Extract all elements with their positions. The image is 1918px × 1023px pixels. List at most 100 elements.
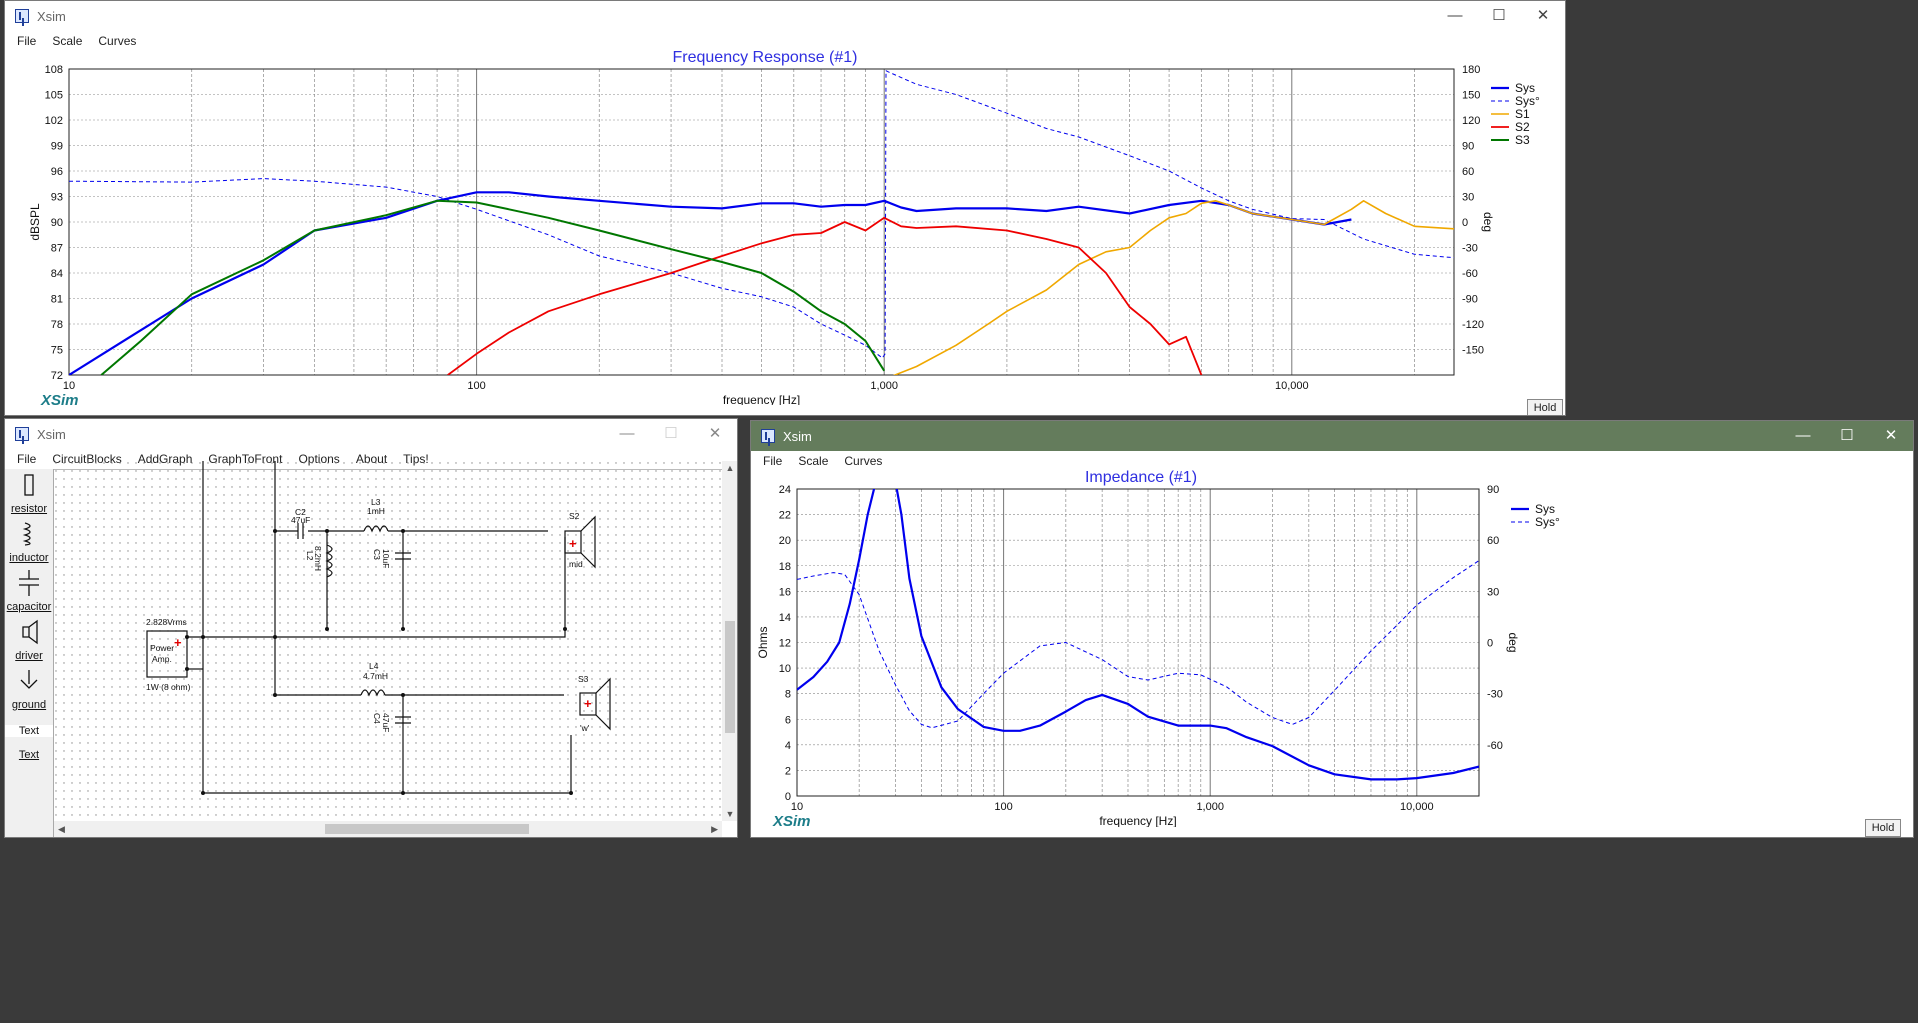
impedance-window[interactable]: Xsim — ☐ ✕ File Scale Curves Impedance (… [750,420,1914,838]
minimize-icon[interactable]: — [619,425,635,442]
scroll-up-icon[interactable]: ▲ [725,463,735,473]
inductor-icon[interactable] [17,521,41,547]
y-tick-label: 93 [51,192,63,204]
y2-tick-label: 180 [1462,65,1480,76]
legend-label: Sys [1515,81,1535,95]
y-axis-label: dBSPL [28,203,42,241]
ground-icon[interactable] [17,668,41,694]
y2-tick-label: 120 [1462,115,1480,127]
menu-scale[interactable]: Scale [52,34,83,48]
resistor-icon[interactable] [17,473,41,499]
horizontal-scrollbar[interactable]: ◀ ▶ [54,821,722,837]
maximize-icon[interactable]: ☐ [1492,7,1506,24]
menu-file[interactable]: File [17,34,37,48]
menu-file[interactable]: File [17,452,37,466]
xsim-app-icon [15,9,29,23]
palette-text[interactable]: Text [18,749,40,761]
xsim-app-icon [15,427,29,441]
y-tick-label: 102 [45,115,63,127]
label-l2: L2 [305,551,315,561]
y-tick-label: 105 [45,90,63,102]
schematic-canvas[interactable]: + + + C2 47uF L3 1mH L2 8.2mH C3 10uF S2 m… [54,461,722,817]
menu-bar: File Scale Curves [5,31,1565,51]
plot-frame [796,488,1480,797]
xsim-logo: XSim [41,392,79,409]
vertical-scrollbar[interactable]: ▲ ▼ [722,461,737,821]
window-title: Xsim [37,8,66,24]
x-axis-label: frequency [Hz] [723,393,800,405]
label-c2: C2 [295,507,306,517]
y2-tick-label: 0 [1462,217,1468,229]
menu-curves[interactable]: Curves [98,34,137,48]
y2-tick-label: -60 [1462,268,1478,280]
y2-tick-label: 60 [1462,166,1474,178]
scroll-thumb[interactable] [725,621,735,733]
menu-file[interactable]: File [763,454,783,468]
label-amp-voltage: 2.828Vrms [146,617,187,627]
svg-text:+: + [174,635,182,650]
y-tick-label: 108 [45,65,63,76]
y2-axis-label: deg [1506,632,1520,652]
plot-frame [68,68,1455,376]
x-axis-label: frequency [Hz] [1099,814,1176,827]
hold-button[interactable]: Hold [1527,399,1563,415]
hold-button[interactable]: Hold [1865,819,1901,837]
title-bar[interactable]: Xsim — ☐ ✕ [751,421,1913,451]
frequency-response-chart[interactable]: 72 75 78 81 84 87 90 93 96 99 102 105 108 -150 -120 -90… [5,65,1565,405]
maximize-icon[interactable]: ☐ [1840,427,1854,444]
y-tick-label: 81 [51,294,63,306]
y-tick-label: 24 [779,484,791,496]
series-line-sys [69,191,1352,375]
driver-icon[interactable] [17,619,41,645]
menu-bar: File Scale Curves [751,451,1913,471]
palette-resistor[interactable]: resistor [10,503,48,515]
close-icon[interactable]: ✕ [1884,427,1898,444]
y2-tick-label: 0 [1487,638,1493,650]
minimize-icon[interactable]: — [1447,7,1463,24]
y-tick-label: 14 [779,612,791,624]
y-tick-label: 2 [785,765,791,777]
scroll-left-icon[interactable]: ◀ [58,824,65,834]
close-icon[interactable]: ✕ [708,425,722,442]
menu-scale[interactable]: Scale [798,454,829,468]
chart-title: Impedance (#1) [1084,469,1198,486]
title-bar[interactable]: Xsim — ☐ ✕ [5,1,1565,31]
scroll-right-icon[interactable]: ▶ [711,824,718,834]
palette-driver[interactable]: driver [15,650,43,662]
series-line-sys-phase [797,560,1479,729]
y2-tick-label: -30 [1462,243,1478,255]
y-tick-label: 4 [785,740,791,752]
circuit-window[interactable]: Xsim — ☐ ✕ File CircuitBlocks AddGraph G… [4,418,738,838]
y-tick-label: 0 [785,791,791,803]
capacitor-icon[interactable] [17,570,41,596]
label-amp-line2: Amp. [152,654,172,664]
y2-tick-label: 30 [1487,586,1499,598]
y-tick-label: 22 [779,510,791,522]
y-tick-label: 72 [51,370,63,382]
menu-curves[interactable]: Curves [844,454,883,468]
scroll-down-icon[interactable]: ▼ [725,809,735,819]
y2-tick-label: 150 [1462,90,1480,102]
y2-tick-label: -150 [1462,345,1484,357]
palette-ground[interactable]: ground [11,699,47,711]
palette-text-sample[interactable]: Text [5,725,53,737]
maximize-icon[interactable]: ☐ [664,425,678,442]
legend-label: S2 [1515,120,1530,134]
title-bar[interactable]: Xsim — ☐ ✕ [5,419,737,449]
legend-label: Sys° [1515,94,1540,108]
frequency-response-window[interactable]: Xsim — ☐ ✕ File Scale Curves Frequency R… [4,0,1566,416]
y-tick-label: 16 [779,586,791,598]
label-amp-line1: Power [150,643,174,653]
scroll-thumb[interactable] [325,824,529,834]
xsim-app-icon [761,429,775,443]
palette-inductor[interactable]: inductor [9,552,49,564]
legend-label: Sys° [1535,515,1560,529]
minimize-icon[interactable]: — [1795,427,1811,444]
y-axis-label: Ohms [756,626,770,658]
close-icon[interactable]: ✕ [1536,7,1550,24]
palette-capacitor[interactable]: capacitor [6,601,52,613]
y-tick-label: 87 [51,243,63,255]
xsim-logo: XSim [773,813,811,830]
legend-label: S1 [1515,107,1530,121]
